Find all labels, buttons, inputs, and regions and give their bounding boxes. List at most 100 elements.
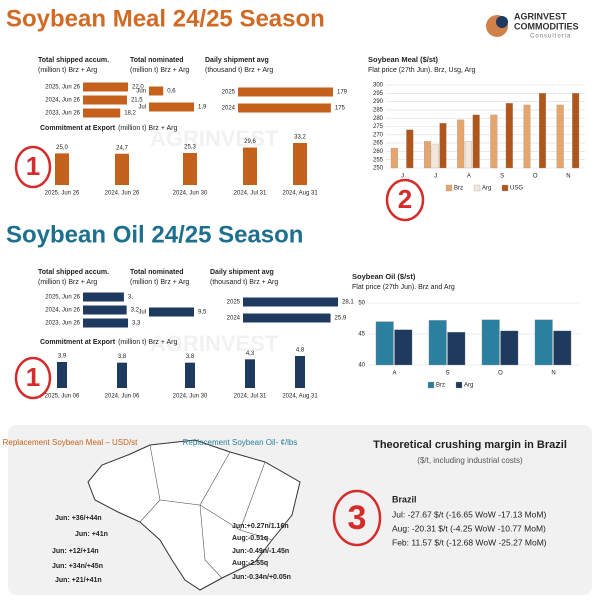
category-label: 2024, Jun 30	[173, 191, 208, 197]
value-label: 28,1	[342, 300, 354, 306]
chart-subtitle: (thousand t) Brz + Arg	[210, 279, 278, 286]
margin-line: Feb: 11.57 $/t (-12.68 WoW -25.27 MoM)	[392, 537, 547, 547]
badge: 3	[348, 499, 367, 537]
bar	[83, 292, 124, 302]
bar	[538, 93, 547, 169]
badge-circle	[385, 178, 425, 222]
category-label: 2023, Jun 26	[45, 321, 80, 327]
bar	[183, 152, 197, 185]
bar	[238, 103, 331, 113]
x-tick-label: J	[401, 174, 404, 180]
value-label: 24,7	[116, 145, 128, 151]
category-label: 2024, Jun 26	[45, 98, 80, 104]
chart-title: Total nominated	[130, 269, 184, 276]
bar	[55, 153, 69, 185]
x-tick-label: S	[500, 174, 504, 180]
bar	[295, 356, 305, 388]
chart-subtitle: (million t) Brz + Arg	[38, 67, 97, 74]
value-label: 29,6	[244, 139, 256, 145]
logo-sub: Consultoria	[530, 34, 571, 40]
category-label: 2025	[227, 300, 241, 306]
category-label: 2025, Jun 26	[45, 191, 80, 197]
category-label: 2025, Jun 26	[45, 85, 80, 91]
legend-swatch	[501, 184, 509, 192]
badge-circle	[14, 145, 52, 189]
chart-title: Commitment at Export	[40, 125, 116, 132]
x-tick-label: A	[467, 174, 471, 180]
y-tick-label: 250	[373, 166, 384, 172]
value-label: 4,8	[296, 348, 305, 354]
legend-swatch	[455, 381, 463, 389]
chart-subtitle: (thousand t) Brz + Arg	[205, 67, 273, 74]
legend-label: Arg	[464, 383, 473, 389]
chart-subtitle: Flat price (27th Jun). Brz and Arg	[352, 284, 455, 291]
bar	[149, 86, 164, 96]
value-label: 3,2	[131, 308, 140, 314]
category-label: Jun	[136, 89, 146, 95]
y-tick-label: 285	[373, 107, 384, 113]
logo-name: AGRINVEST	[514, 11, 567, 21]
bar	[83, 305, 127, 315]
bar	[185, 362, 195, 388]
chart-subtitle: (million t) Brz + Arg	[118, 125, 177, 132]
logo-name: COMMODITIES	[514, 21, 579, 31]
chart-title: Commitment at Export (million t) Brz + Ar…	[40, 125, 177, 132]
state-lines	[139, 444, 273, 579]
map-label: Aug:-0.51q	[232, 535, 268, 542]
chart-title: Total shipped accum.	[38, 269, 109, 276]
bar	[293, 143, 307, 185]
value-label: 25,0	[56, 145, 68, 151]
map-label: Jun:-0.49n/-1.45n	[232, 548, 289, 555]
badge: 2	[398, 184, 412, 214]
value-label: 1,9	[198, 105, 207, 111]
y-tick-label: 265	[373, 141, 384, 147]
y-tick-label: 260	[373, 149, 384, 155]
value-label: 22,0	[132, 85, 144, 91]
bar	[500, 330, 519, 366]
bar	[243, 313, 331, 323]
chart-title: Soybean Oil ($/st)	[352, 272, 416, 281]
chart-subtitle: (million t) Brz + Arg	[38, 279, 97, 286]
x-tick-label: N	[566, 174, 570, 180]
chart-title: Total shipped accum.	[38, 57, 109, 64]
bar	[490, 114, 498, 169]
category-label: 2024, Jun 30	[173, 394, 208, 400]
bar	[238, 87, 333, 97]
map-label: Jun: +36/+44n	[55, 515, 102, 522]
x-tick-label: J	[434, 174, 437, 180]
bar	[243, 147, 257, 185]
chart-subtitle: (million t) Brz + Arg	[130, 67, 189, 74]
category-label: 2024, Aug 31	[282, 191, 318, 197]
badges	[14, 145, 425, 547]
map-label: Jun: +41n	[75, 531, 108, 538]
chart-title: Commitment at Export (million t) Brz + Ar…	[40, 339, 177, 346]
bar	[553, 330, 572, 366]
category-label: 2024, Aug 31	[282, 394, 318, 400]
category-label: 2024, Jun 06	[105, 394, 140, 400]
category-label: 2023, Jun 26	[45, 111, 80, 117]
margin-subtitle: ($/t, including industrial costs)	[417, 456, 523, 465]
category-label: 2024, Jul 31	[234, 191, 267, 197]
legend-label: Brz	[454, 186, 463, 192]
bar	[83, 318, 128, 328]
category-label: 2025	[222, 90, 236, 96]
value-label: 3,	[128, 295, 133, 301]
value-label: 3,8	[118, 354, 127, 360]
y-tick-label: 290	[373, 99, 384, 105]
x-tick-label: O	[533, 174, 538, 180]
category-label: 2024, Jun 26	[45, 308, 80, 314]
bar	[447, 331, 466, 366]
chart-subtitle: (million t) Brz + Arg	[130, 279, 189, 286]
bar	[394, 329, 413, 366]
legend-label: Arg	[482, 186, 491, 192]
x-tick-label: O	[498, 371, 503, 377]
oil-map-title: Replacement Soybean Oil- ¢/lbs	[183, 438, 298, 447]
bar	[464, 141, 472, 169]
bar	[390, 147, 398, 169]
chart-subtitle: (million t) Brz + Arg	[118, 339, 177, 346]
bar	[115, 153, 129, 185]
badge: 1	[26, 362, 40, 392]
bar	[375, 321, 394, 366]
category-label: 2024, Jun 26	[105, 191, 140, 197]
